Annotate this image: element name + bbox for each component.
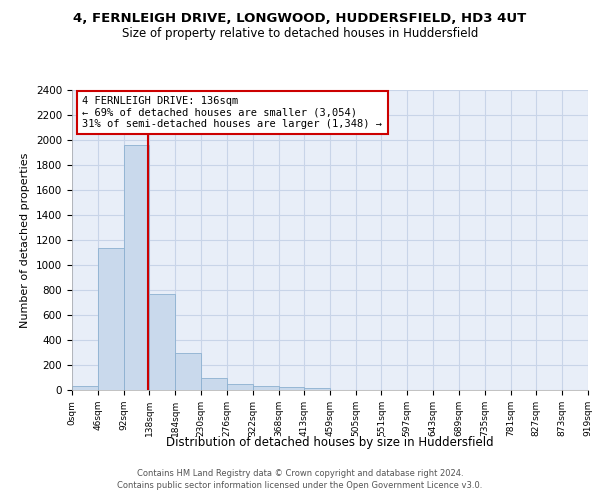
Bar	[304, 388, 330, 390]
Bar	[124, 145, 149, 390]
Bar	[227, 384, 253, 390]
Bar	[278, 387, 304, 390]
Bar	[253, 386, 278, 390]
Text: 4 FERNLEIGH DRIVE: 136sqm
← 69% of detached houses are smaller (3,054)
31% of se: 4 FERNLEIGH DRIVE: 136sqm ← 69% of detac…	[82, 96, 382, 129]
Bar	[98, 248, 124, 390]
Text: Distribution of detached houses by size in Huddersfield: Distribution of detached houses by size …	[166, 436, 494, 449]
Text: Contains HM Land Registry data © Crown copyright and database right 2024.: Contains HM Land Registry data © Crown c…	[137, 468, 463, 477]
Bar	[149, 294, 175, 390]
Y-axis label: Number of detached properties: Number of detached properties	[20, 152, 31, 328]
Bar	[175, 352, 201, 390]
Bar	[72, 386, 98, 390]
Text: Size of property relative to detached houses in Huddersfield: Size of property relative to detached ho…	[122, 28, 478, 40]
Text: Contains public sector information licensed under the Open Government Licence v3: Contains public sector information licen…	[118, 481, 482, 490]
Bar	[201, 378, 227, 390]
Text: 4, FERNLEIGH DRIVE, LONGWOOD, HUDDERSFIELD, HD3 4UT: 4, FERNLEIGH DRIVE, LONGWOOD, HUDDERSFIE…	[73, 12, 527, 26]
